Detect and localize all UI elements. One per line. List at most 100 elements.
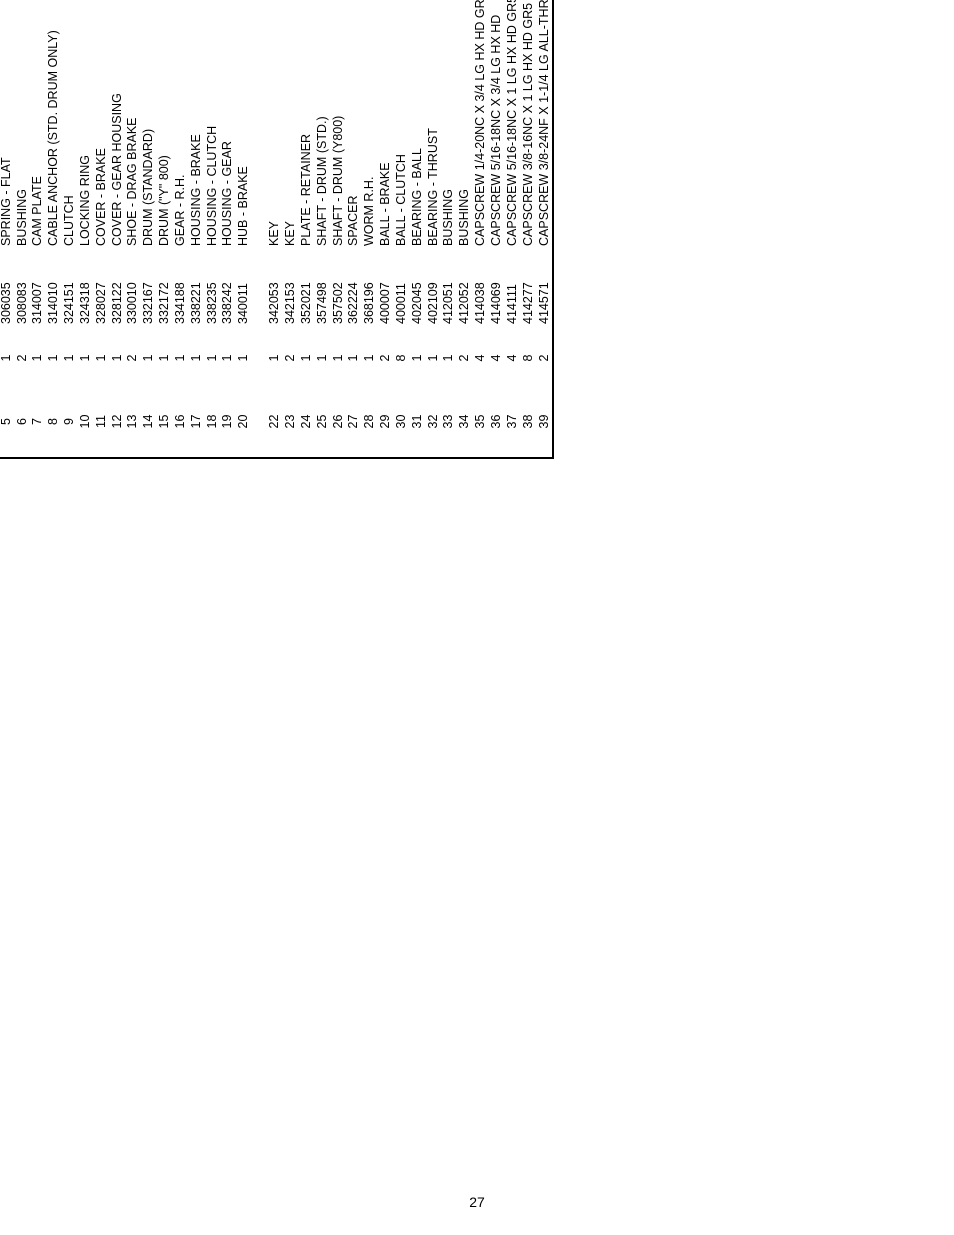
- table-row: 271362224SPACER: [346, 0, 362, 458]
- cell-desc: HOUSING - GEAR: [220, 0, 236, 252]
- cell-qty: 4: [473, 330, 489, 386]
- blank-row: [252, 0, 267, 458]
- cell-desc: GEAR - R.H.: [173, 0, 189, 252]
- table-row: 191338242HOUSING - GEAR: [220, 0, 236, 458]
- cell-partno: 340011: [236, 252, 252, 330]
- tables-wrapper: Item No. Qty. Part No. Description 11276…: [0, 0, 554, 490]
- cell-qty: 1: [0, 330, 14, 386]
- cell-partno: 400011: [394, 252, 410, 330]
- cell-qty: 2: [14, 330, 30, 386]
- cell-partno: 328122: [109, 252, 125, 330]
- cell-qty: 1: [109, 330, 125, 386]
- table-row: 132330010SHOE - DRAG BRAKE: [125, 0, 141, 458]
- cell-partno: 342053: [267, 252, 283, 330]
- cell-desc: DRUM (STANDARD): [141, 0, 157, 252]
- cell-desc: BUSHING: [457, 0, 473, 252]
- cell-qty: 1: [267, 330, 283, 386]
- cell-partno: 338235: [204, 252, 220, 330]
- cell-qty: 1: [314, 330, 330, 386]
- table-row: 281368196WORM R.H.: [362, 0, 378, 458]
- cell-qty: 1: [189, 330, 205, 386]
- cell-item: 35: [473, 386, 489, 458]
- cell-desc: KEY: [267, 0, 283, 252]
- cell-item: 34: [457, 386, 473, 458]
- cell-qty: 1: [157, 330, 173, 386]
- cell-item: 11: [93, 386, 109, 458]
- cell-item: 9: [62, 386, 78, 458]
- table-row: 121328122COVER - GEAR HOUSING: [109, 0, 125, 458]
- cell-item: 38: [520, 386, 536, 458]
- cell-item: 19: [220, 386, 236, 458]
- cell-qty: 2: [378, 330, 394, 386]
- table-row: 342412052BUSHING: [457, 0, 473, 458]
- cell-desc: CAPSCREW 3/8-24NF X 1-1/4 LG ALL-THRD GR…: [536, 0, 553, 252]
- cell-desc: COVER - GEAR HOUSING: [109, 0, 125, 252]
- cell-desc: BUSHING: [14, 0, 30, 252]
- cell-partno: 328027: [93, 252, 109, 330]
- cell-item: 37: [505, 386, 521, 458]
- cell-qty: 1: [78, 330, 94, 386]
- table-row: 354414038CAPSCREW 1/4-20NC X 3/4 LG HX H…: [473, 0, 489, 458]
- cell-desc: SHOE - DRAG BRAKE: [125, 0, 141, 252]
- table-row: 141332167DRUM (STANDARD): [141, 0, 157, 458]
- table-row: 331412051BUSHING: [441, 0, 457, 458]
- table-row: 261357502SHAFT - DRUM (Y800): [330, 0, 346, 458]
- cell-item: 36: [489, 386, 505, 458]
- cell-item: 16: [173, 386, 189, 458]
- cell-qty: 1: [141, 330, 157, 386]
- cell-item: 39: [536, 386, 553, 458]
- cell-desc: KEY: [283, 0, 299, 252]
- cell-partno: 402045: [409, 252, 425, 330]
- cell-item: 28: [362, 386, 378, 458]
- cell-partno: 330010: [125, 252, 141, 330]
- cell-qty: 1: [362, 330, 378, 386]
- cell-partno: 332167: [141, 252, 157, 330]
- cell-qty: 1: [93, 330, 109, 386]
- cell-item: 6: [14, 386, 30, 458]
- cell-partno: 414277: [520, 252, 536, 330]
- cell-partno: 400007: [378, 252, 394, 330]
- cell-desc: COVER - BRAKE: [93, 0, 109, 252]
- cell-qty: 1: [220, 330, 236, 386]
- table-row: 111328027COVER - BRAKE: [93, 0, 109, 458]
- table-row: 71314007CAM PLATE: [30, 0, 46, 458]
- cell-partno: 306035: [0, 252, 14, 330]
- cell-qty: 1: [30, 330, 46, 386]
- cell-desc: CAPSCREW 5/16-18NC X 1 LG HX HD GR5: [505, 0, 521, 252]
- cell-desc: HOUSING - BRAKE: [189, 0, 205, 252]
- table-row: 232342153KEY: [283, 0, 299, 458]
- cell-qty: 1: [46, 330, 62, 386]
- cell-item: 29: [378, 386, 394, 458]
- cell-desc: SHAFT - DRUM (STD.): [314, 0, 330, 252]
- cell-desc: HUB - BRAKE: [236, 0, 252, 252]
- table-row: 151332172DRUM ("Y" 800): [157, 0, 173, 458]
- cell-item: 14: [141, 386, 157, 458]
- table-row: 161334188GEAR - R.H.: [173, 0, 189, 458]
- cell-qty: 1: [204, 330, 220, 386]
- cell-desc: WORM R.H.: [362, 0, 378, 252]
- table-row: 62308083BUSHING: [14, 0, 30, 458]
- cell-qty: 4: [489, 330, 505, 386]
- table-row: 181338235HOUSING - CLUTCH: [204, 0, 220, 458]
- cell-qty: 1: [409, 330, 425, 386]
- table-row: 51306035SPRING - FLAT: [0, 0, 14, 458]
- table-row: 364414069CAPSCREW 5/16-18NC X 3/4 LG HX …: [489, 0, 505, 458]
- table-row: 311402045BEARING - BALL: [409, 0, 425, 458]
- cell-item: 24: [299, 386, 315, 458]
- cell-item: 15: [157, 386, 173, 458]
- cell-qty: 4: [505, 330, 521, 386]
- cell-qty: 1: [236, 330, 252, 386]
- cell-desc: PLATE - RETAINER: [299, 0, 315, 252]
- cell-item: 7: [30, 386, 46, 458]
- cell-desc: CLUTCH: [62, 0, 78, 252]
- cell-partno: 332172: [157, 252, 173, 330]
- cell-qty: 1: [330, 330, 346, 386]
- cell-qty: 2: [283, 330, 299, 386]
- cell-qty: 1: [299, 330, 315, 386]
- cell-desc: DRUM ("Y" 800): [157, 0, 173, 252]
- cell-desc: CAM PLATE: [30, 0, 46, 252]
- cell-partno: 412052: [457, 252, 473, 330]
- cell-desc: CAPSCREW 3/8-16NC X 1 LG HX HD GR5 N HVY…: [520, 0, 536, 252]
- cell-item: 26: [330, 386, 346, 458]
- table-row: 91324151CLUTCH: [62, 0, 78, 458]
